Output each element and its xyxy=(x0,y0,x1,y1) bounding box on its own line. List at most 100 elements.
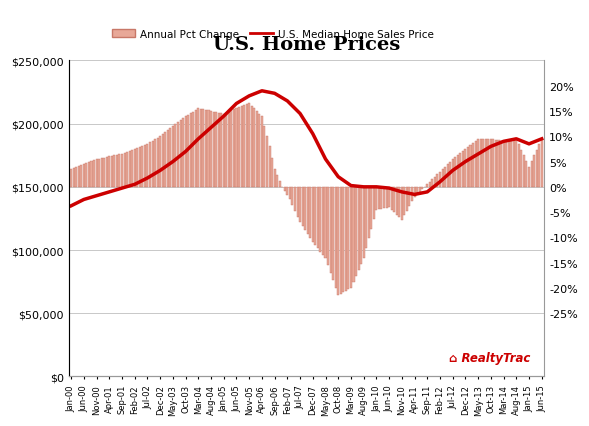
Bar xyxy=(157,138,158,187)
Bar xyxy=(307,187,309,235)
Bar xyxy=(538,145,540,187)
Bar xyxy=(495,141,497,187)
Bar xyxy=(302,187,304,227)
Bar xyxy=(464,150,466,187)
Bar xyxy=(151,141,154,187)
Bar xyxy=(220,114,222,187)
Bar xyxy=(485,139,487,187)
Bar xyxy=(177,123,179,187)
Bar xyxy=(159,137,161,187)
Bar xyxy=(131,150,133,187)
Bar xyxy=(256,112,258,187)
Bar xyxy=(518,145,520,187)
Bar xyxy=(498,141,499,187)
Text: ⌂ RealtyTrac: ⌂ RealtyTrac xyxy=(449,351,531,364)
Bar xyxy=(261,117,263,187)
Bar xyxy=(490,139,492,187)
Bar xyxy=(370,187,372,229)
Bar xyxy=(335,187,337,288)
Bar xyxy=(134,150,135,187)
Bar xyxy=(128,152,131,187)
Bar xyxy=(269,147,270,187)
Bar xyxy=(116,155,118,187)
Bar xyxy=(477,139,479,187)
Bar xyxy=(88,163,90,187)
Bar xyxy=(457,155,459,187)
Bar xyxy=(525,161,528,187)
Bar xyxy=(253,109,255,187)
Bar xyxy=(396,187,398,215)
Bar xyxy=(91,161,92,187)
Bar xyxy=(502,142,505,187)
Bar xyxy=(83,165,85,187)
Bar xyxy=(360,187,362,264)
Bar xyxy=(348,187,349,290)
Bar xyxy=(508,141,509,187)
Bar xyxy=(284,187,286,192)
Bar xyxy=(531,161,532,187)
Bar xyxy=(515,139,517,187)
Bar xyxy=(172,127,174,187)
Bar xyxy=(121,155,123,187)
Bar xyxy=(373,187,375,220)
Bar xyxy=(403,187,405,216)
Bar xyxy=(286,187,289,196)
Bar xyxy=(472,144,474,187)
Bar xyxy=(411,187,413,202)
Bar xyxy=(271,158,273,187)
Bar xyxy=(380,187,382,209)
Bar xyxy=(330,187,332,273)
Bar xyxy=(444,167,446,187)
Bar xyxy=(118,155,121,187)
Bar xyxy=(78,167,80,187)
Bar xyxy=(365,187,367,248)
Bar xyxy=(70,170,72,187)
Bar xyxy=(439,172,441,187)
Bar xyxy=(263,127,266,187)
Bar xyxy=(398,187,401,218)
Bar xyxy=(350,187,352,288)
Bar xyxy=(192,112,194,187)
Bar xyxy=(80,166,82,187)
Bar xyxy=(345,187,347,291)
Bar xyxy=(475,141,477,187)
Bar xyxy=(442,170,444,187)
Bar xyxy=(388,187,390,207)
Bar xyxy=(304,187,306,231)
Bar xyxy=(136,149,138,187)
Bar xyxy=(469,146,472,187)
Bar xyxy=(197,109,199,187)
Bar xyxy=(391,187,393,210)
Bar xyxy=(154,140,156,187)
Bar xyxy=(487,139,489,187)
Bar xyxy=(327,187,329,265)
Bar xyxy=(419,187,421,193)
Bar xyxy=(182,119,184,187)
Bar xyxy=(421,187,423,190)
Bar xyxy=(332,187,334,281)
Bar xyxy=(312,187,314,243)
Bar xyxy=(101,158,102,187)
Bar xyxy=(85,164,87,187)
Bar xyxy=(309,187,311,239)
Bar xyxy=(225,113,227,187)
Bar xyxy=(375,187,378,210)
Bar xyxy=(72,169,75,187)
Bar xyxy=(325,187,326,258)
Bar xyxy=(238,108,240,187)
Bar xyxy=(510,141,512,187)
Bar xyxy=(169,129,171,187)
Bar xyxy=(452,160,454,187)
Bar xyxy=(429,182,431,187)
Bar xyxy=(505,141,507,187)
Bar xyxy=(236,109,237,187)
Bar xyxy=(98,159,100,187)
Bar xyxy=(431,180,434,187)
Bar xyxy=(342,187,345,293)
Bar xyxy=(248,104,250,187)
Bar xyxy=(459,154,461,187)
Bar xyxy=(337,187,339,296)
Bar xyxy=(223,114,225,187)
Bar xyxy=(315,187,316,246)
Bar xyxy=(246,105,248,187)
